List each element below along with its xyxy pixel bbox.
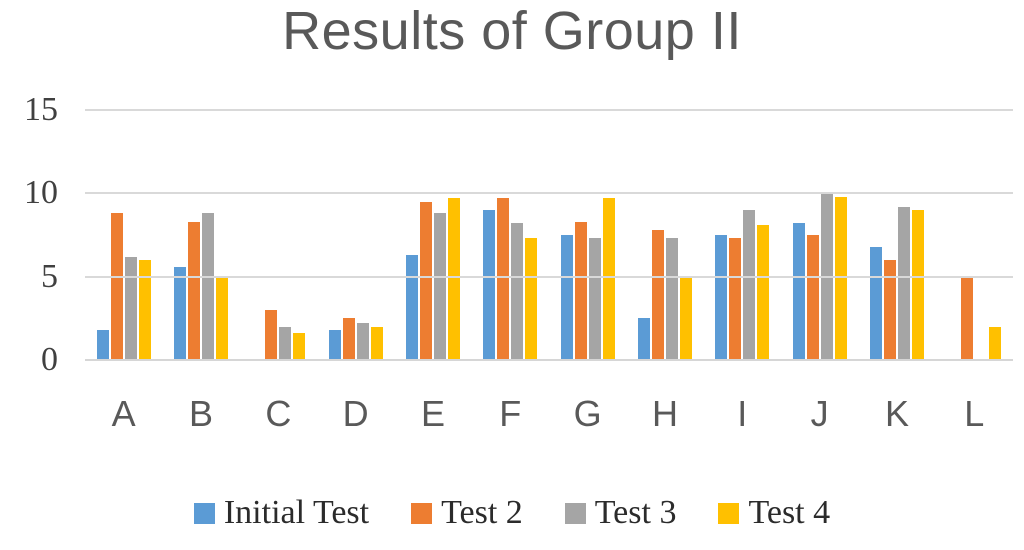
bar — [574, 222, 587, 360]
bar — [602, 198, 615, 360]
bar-group — [549, 110, 626, 360]
y-tick-label: 0 — [41, 341, 58, 378]
legend-label: Test 4 — [748, 494, 831, 531]
bar — [961, 277, 974, 360]
bar — [588, 238, 601, 360]
bar — [989, 327, 1002, 360]
y-tick-label: 5 — [41, 257, 58, 295]
bar — [911, 210, 924, 360]
bar-group — [858, 110, 935, 360]
bar — [897, 207, 910, 360]
bar — [342, 318, 355, 360]
legend-swatch-icon — [411, 502, 433, 524]
bar — [356, 323, 369, 360]
bar — [96, 330, 109, 360]
bar — [497, 198, 510, 360]
bar-group — [162, 110, 239, 360]
x-axis-line — [85, 359, 1013, 361]
bar — [637, 318, 650, 360]
legend-label: Test 3 — [594, 494, 677, 531]
bar — [483, 210, 496, 360]
bar-group — [240, 110, 317, 360]
bar — [679, 277, 692, 360]
bar — [806, 235, 819, 360]
bar-groups — [85, 110, 1013, 360]
bar — [792, 223, 805, 360]
bar — [173, 267, 186, 360]
legend-item: Test 4 — [718, 494, 830, 532]
x-tick-label: A — [111, 393, 136, 434]
legend-item: Initial Test — [193, 494, 370, 532]
bar — [651, 230, 664, 360]
y-tick-label: 15 — [24, 91, 58, 128]
x-tick-label: I — [737, 393, 748, 434]
bar — [370, 327, 383, 360]
x-tick-label: H — [651, 393, 678, 434]
bar — [834, 197, 847, 360]
bar — [757, 225, 770, 360]
bar — [729, 238, 742, 360]
plot-area — [85, 109, 1013, 361]
bar-group — [704, 110, 781, 360]
x-tick-label: C — [265, 393, 292, 434]
bar — [110, 213, 123, 360]
bar-group — [317, 110, 394, 360]
bar — [447, 198, 460, 360]
bar — [265, 310, 278, 360]
x-tick-label: J — [810, 393, 829, 434]
bar — [525, 238, 538, 360]
x-tick-label: B — [188, 393, 213, 434]
legend-label: Test 2 — [441, 494, 523, 531]
legend-swatch-icon — [193, 502, 215, 524]
bar — [138, 260, 151, 360]
x-tick-label: D — [342, 393, 369, 434]
bar — [419, 202, 432, 360]
bar — [215, 277, 228, 360]
bar-group — [936, 110, 1013, 360]
bar — [293, 333, 306, 360]
y-tick-label: 10 — [24, 174, 58, 212]
gridline — [85, 192, 1013, 195]
x-tick-label: G — [573, 393, 602, 434]
x-tick-label: K — [884, 393, 909, 434]
bar — [743, 210, 756, 360]
chart-title: Results of Group II — [282, 1, 742, 61]
bar — [187, 222, 200, 360]
x-axis-labels: A B C D E F G H I J K L — [85, 392, 1013, 436]
legend-label: Initial Test — [223, 494, 370, 531]
bar — [883, 260, 896, 360]
legend-swatch-icon — [718, 502, 740, 524]
legend-item: Test 3 — [564, 494, 677, 532]
bar — [328, 330, 341, 360]
bar-group — [394, 110, 471, 360]
legend-item: Test 2 — [411, 494, 523, 532]
bar — [124, 257, 137, 360]
bar-group — [781, 110, 858, 360]
x-tick-label: L — [964, 393, 985, 434]
x-tick-label: E — [420, 393, 445, 434]
x-tick-label: F — [499, 393, 522, 434]
bar-group — [626, 110, 703, 360]
bar-group — [472, 110, 549, 360]
bar — [665, 238, 678, 360]
bar — [869, 247, 882, 360]
gridline — [85, 275, 1013, 278]
legend-swatch-icon — [564, 502, 586, 524]
bar — [433, 213, 446, 360]
legend: Initial Test Test 2 Test 3 Test 4 — [0, 494, 1024, 532]
bar — [715, 235, 728, 360]
bar — [560, 235, 573, 360]
bar — [279, 327, 292, 360]
bar — [511, 223, 524, 360]
bar-group — [85, 110, 162, 360]
gridline — [85, 109, 1013, 111]
bar — [201, 213, 214, 360]
bar — [405, 255, 418, 360]
